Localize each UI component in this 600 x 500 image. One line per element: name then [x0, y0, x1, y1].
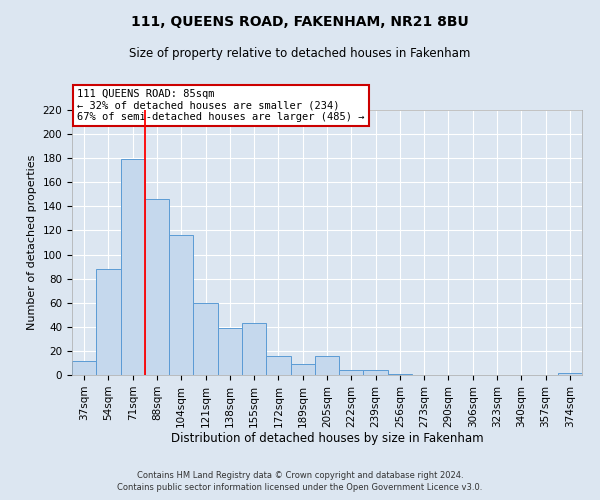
X-axis label: Distribution of detached houses by size in Fakenham: Distribution of detached houses by size … [170, 432, 484, 446]
Bar [121, 160, 145, 375]
Y-axis label: Number of detached properties: Number of detached properties [27, 155, 37, 330]
Bar [364, 370, 388, 375]
Bar [218, 328, 242, 375]
Bar [72, 360, 96, 375]
Bar [558, 372, 582, 375]
Text: Contains public sector information licensed under the Open Government Licence v3: Contains public sector information licen… [118, 484, 482, 492]
Bar [169, 236, 193, 375]
Bar [339, 370, 364, 375]
Bar [96, 269, 121, 375]
Text: Size of property relative to detached houses in Fakenham: Size of property relative to detached ho… [130, 48, 470, 60]
Bar [315, 356, 339, 375]
Bar [388, 374, 412, 375]
Bar [193, 302, 218, 375]
Text: 111 QUEENS ROAD: 85sqm
← 32% of detached houses are smaller (234)
67% of semi-de: 111 QUEENS ROAD: 85sqm ← 32% of detached… [77, 89, 365, 122]
Bar [290, 364, 315, 375]
Bar [266, 356, 290, 375]
Text: Contains HM Land Registry data © Crown copyright and database right 2024.: Contains HM Land Registry data © Crown c… [137, 471, 463, 480]
Bar [145, 199, 169, 375]
Text: 111, QUEENS ROAD, FAKENHAM, NR21 8BU: 111, QUEENS ROAD, FAKENHAM, NR21 8BU [131, 15, 469, 29]
Bar [242, 323, 266, 375]
